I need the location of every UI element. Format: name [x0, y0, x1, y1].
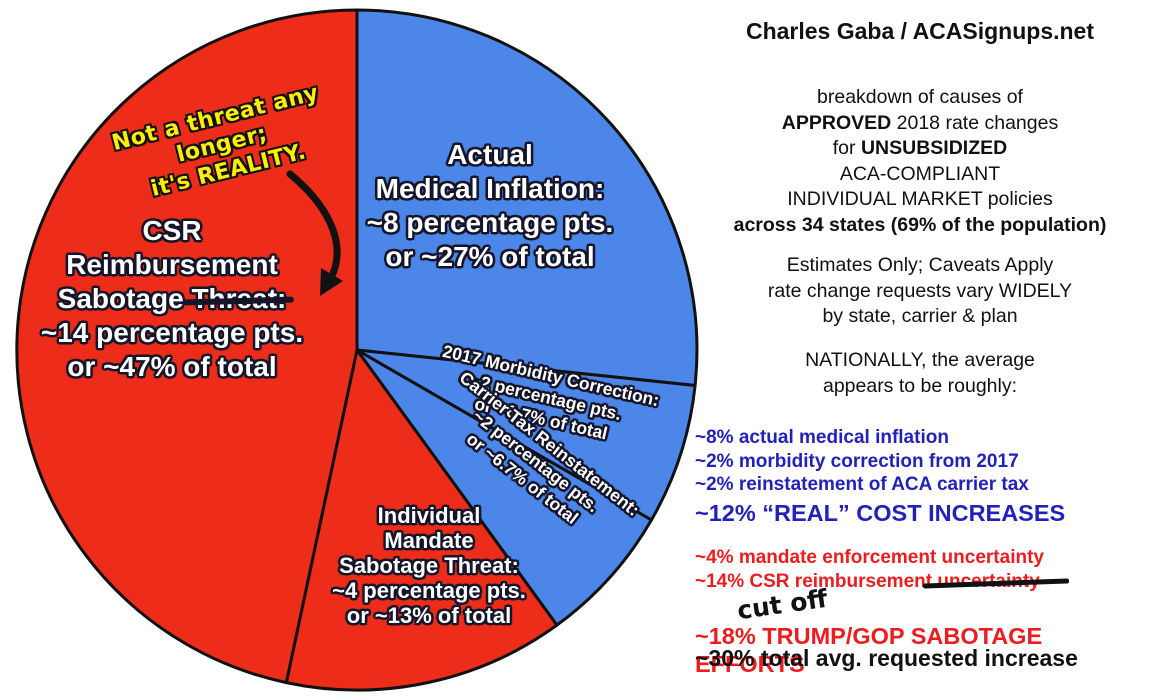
label-line: Sabotage Threat: [339, 553, 519, 578]
label-line: CSR [142, 215, 202, 246]
nationally-block: NATIONALLY, the average appears to be ro… [690, 348, 1150, 399]
label-line: or ~13% of total [346, 603, 512, 628]
caveat-line: rate change requests vary WIDELY [767, 279, 1073, 302]
blue-item-morbidity: ~2% morbidity correction from 2017 [695, 450, 1019, 472]
caveat-line: Estimates Only; Caveats Apply [786, 254, 1054, 276]
label-line: ~8 percentage pts. [366, 207, 614, 238]
label-line: or ~27% of total [385, 241, 595, 272]
label-line: Mandate [384, 528, 474, 553]
intro-text: for [832, 137, 861, 159]
label-line: ~4 percentage pts. [332, 578, 526, 603]
intro-line: APPROVED 2018 rate changes [690, 111, 1150, 137]
grand-total-line: ~30% total avg. requested increase [695, 645, 1078, 671]
red-item-csr: ~14% CSR reimbursement uncertainty cut of… [695, 570, 1150, 626]
intro-line-states: across 34 states (69% of the population) [733, 213, 1107, 236]
intro-text: 2018 rate changes [891, 111, 1059, 134]
slice-2017-morbidity-correction [355, 348, 697, 522]
slice-carrier-tax-reinstatement [355, 348, 653, 627]
label-line: Individual [377, 503, 481, 528]
pie-chart: Actual Medical Inflation: ~8 percentage … [0, 0, 710, 700]
cut-off-note: cut off [735, 583, 830, 626]
struck-word-uncertainty: uncertainty [937, 570, 1040, 592]
struck-word-threat: Threat: [191, 283, 287, 314]
caveats-block: Estimates Only; Caveats Apply rate chang… [690, 253, 1150, 330]
red-item-csr-text: ~14% CSR reimbursement [695, 570, 933, 592]
slice-actual-medical-inflation [355, 8, 699, 387]
label-word: Sabotage [57, 283, 192, 314]
slice-individual-mandate [284, 348, 559, 692]
label-individual-mandate: Individual Mandate Sabotage Threat: ~4 p… [300, 503, 558, 628]
label-line: Medical Inflation: [375, 173, 605, 204]
blue-item-medical-inflation: ~8% actual medical inflation [695, 427, 949, 448]
label-csr-reimbursement: CSR Reimbursement Sabotage Threat: ~14 p… [2, 214, 342, 384]
emphasis-approved: APPROVED [781, 111, 892, 134]
real-cost-list: ~8% actual medical inflation ~2% morbidi… [695, 426, 1150, 527]
nationally-line: appears to be roughly: [822, 374, 1018, 397]
intro-line: ACA-COMPLIANT [839, 162, 1001, 185]
attribution-title: Charles Gaba / ACASignups.net [745, 18, 1095, 44]
red-total-sabotage: ~18% TRUMP/GOP SABOTAGE EFFORTS [695, 622, 1043, 677]
annotation-arrow-icon [286, 170, 343, 296]
emphasis-unsubsidized: UNSUBSIDIZED [860, 137, 1008, 159]
sabotage-list: ~4% mandate enforcement uncertainty ~14%… [695, 546, 1150, 678]
intro-block: breakdown of causes of APPROVED 2018 rat… [690, 85, 1150, 238]
blue-item-carrier-tax: ~2% reinstatement of ACA carrier tax [695, 474, 1029, 495]
red-item-mandate: ~4% mandate enforcement uncertainty [695, 547, 1044, 568]
label-line: ~14 percentage pts. [40, 317, 304, 348]
label-line: or ~47% of total [67, 351, 277, 382]
intro-line: breakdown of causes of [817, 86, 1023, 108]
slice-csr-reimbursement [15, 8, 359, 685]
label-line: Sabotage Threat: [2, 282, 342, 316]
intro-line: INDIVIDUAL MARKET policies [787, 188, 1053, 210]
label-line: Reimbursement [66, 249, 278, 280]
blue-total-real-cost: ~12% “REAL” COST INCREASES [695, 499, 1066, 526]
label-actual-medical-inflation: Actual Medical Inflation: ~8 percentage … [325, 138, 655, 274]
caveat-line: by state, carrier & plan [822, 305, 1018, 327]
intro-line: for UNSUBSIDIZED [690, 136, 1150, 162]
pie-svg [15, 8, 699, 692]
nationally-line: NATIONALLY, the average [805, 349, 1035, 371]
right-panel: Charles Gaba / ACASignups.net breakdown … [690, 0, 1150, 700]
label-line: Actual [447, 139, 533, 170]
